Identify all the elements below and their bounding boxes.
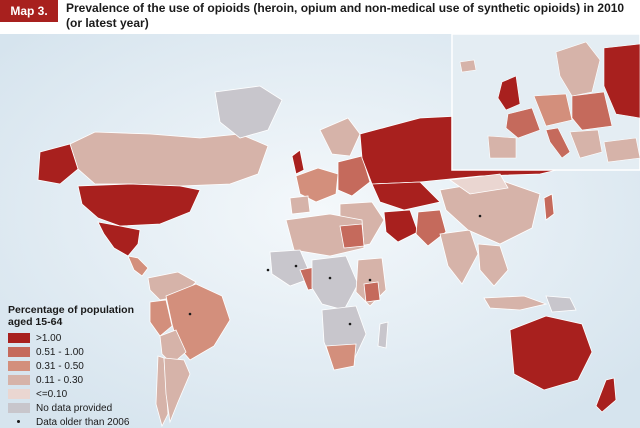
legend-row-old-data: Data older than 2006 (8, 415, 158, 428)
legend-row: 0.31 - 0.50 (8, 359, 158, 373)
region-peru (149, 299, 173, 337)
region-kazakhstan (371, 181, 441, 211)
legend-swatch (8, 333, 30, 343)
inset-turkey (603, 137, 640, 163)
old-data-dot (348, 322, 352, 326)
inset-eastern-europe (571, 91, 613, 131)
legend-label: >1.00 (36, 332, 62, 344)
old-data-dot-icon (8, 417, 30, 427)
legend-row: <=0.10 (8, 387, 158, 401)
legend-row: 0.51 - 1.00 (8, 345, 158, 359)
region-south-africa (325, 343, 357, 371)
region-uk (291, 149, 305, 175)
map-number-tag: Map 3. (0, 0, 58, 22)
inset-scandinavia (555, 41, 601, 97)
legend-swatch (8, 347, 30, 357)
inset-france (505, 107, 541, 139)
legend-row: No data provided (8, 401, 158, 415)
region-eastern-europe (337, 155, 371, 197)
legend-row: >1.00 (8, 331, 158, 345)
region-usa (77, 183, 201, 227)
legend-label: No data provided (36, 402, 113, 414)
old-data-dot (266, 268, 270, 272)
region-mongolia (448, 173, 509, 195)
inset-uk-ireland (497, 75, 521, 111)
region-australia (509, 315, 593, 391)
legend-label: 0.31 - 0.50 (36, 360, 84, 372)
legend-swatch (8, 389, 30, 399)
legend-label: 0.51 - 1.00 (36, 346, 84, 358)
region-canada (69, 131, 269, 187)
old-data-dot (294, 264, 298, 268)
world-map-svg (0, 34, 640, 428)
region-argentina (163, 357, 191, 424)
region-bolivia-paraguay (159, 329, 187, 365)
region-scandinavia (319, 117, 361, 157)
legend-title: Percentage of population aged 15-64 (8, 304, 135, 328)
region-madagascar (377, 321, 389, 349)
region-alaska (37, 143, 79, 185)
map-title: Prevalence of the use of opioids (heroin… (66, 1, 625, 30)
old-data-dot (188, 312, 192, 316)
region-iran (383, 209, 419, 243)
map-legend: Percentage of population aged 15-64 >1.0… (8, 304, 158, 428)
region-japan (543, 193, 555, 221)
legend-swatch (8, 403, 30, 413)
old-data-dots (188, 214, 482, 326)
legend-label: <=0.10 (36, 388, 68, 400)
region-china (439, 179, 541, 245)
legend-label-old-data: Data older than 2006 (36, 416, 130, 428)
region-southeast-asia (477, 243, 509, 287)
inset-italy (545, 127, 571, 159)
inset-iberia (487, 135, 517, 159)
inset-russia (603, 43, 640, 119)
old-data-dot (368, 278, 372, 282)
legend-swatch (8, 375, 30, 385)
region-egypt (339, 223, 365, 249)
europe-inset (451, 34, 640, 171)
inset-iceland (459, 59, 477, 73)
region-new-guinea (545, 295, 577, 313)
region-india (439, 229, 479, 285)
legend-swatch (8, 361, 30, 371)
region-central-america (127, 255, 149, 277)
region-greenland (214, 85, 283, 139)
old-data-dot (478, 214, 482, 218)
inset-central-europe (533, 93, 573, 127)
region-west-africa (269, 249, 313, 287)
region-indonesia (483, 295, 548, 311)
region-new-zealand (595, 377, 617, 413)
region-iberia (289, 195, 311, 215)
legend-label: 0.11 - 0.30 (36, 374, 84, 386)
region-kenya (363, 281, 381, 303)
inset-balkans (569, 129, 603, 159)
legend-row: 0.11 - 0.30 (8, 373, 158, 387)
region-mexico (97, 221, 141, 257)
map-header: Map 3. Prevalence of the use of opioids … (0, 0, 640, 34)
old-data-dot (328, 276, 332, 280)
region-western-europe (295, 167, 339, 203)
world-map: Percentage of population aged 15-64 >1.0… (0, 34, 640, 428)
region-afghanistan-pakistan (415, 209, 447, 247)
